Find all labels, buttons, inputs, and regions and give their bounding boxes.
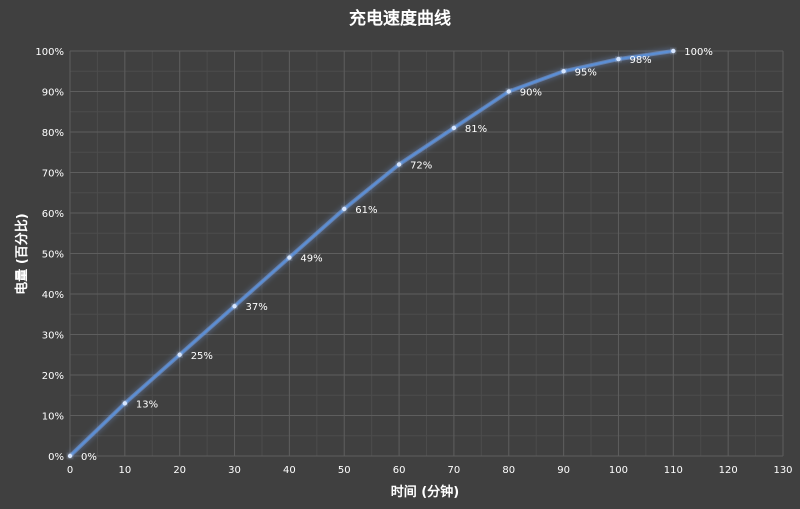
x-tick-label: 100: [609, 465, 628, 476]
series-layer: [67, 48, 676, 459]
data-point: [561, 69, 566, 74]
data-point: [122, 401, 128, 406]
x-tick-label: 130: [773, 465, 792, 476]
data-label: 37%: [246, 302, 268, 313]
data-point: [671, 48, 676, 54]
data-point: [451, 125, 457, 131]
y-tick-label: 90%: [42, 88, 64, 99]
data-label: 0%: [81, 452, 97, 463]
data-label: 25%: [191, 351, 213, 362]
data-label: 100%: [684, 47, 713, 58]
x-axis-title: 时间 (分钟): [391, 484, 459, 500]
data-label: 61%: [355, 205, 377, 216]
data-point: [67, 453, 73, 459]
data-label: 72%: [410, 160, 432, 171]
grid-lines: [69, 50, 784, 457]
y-tick-label: 30%: [42, 331, 64, 342]
x-tick-label: 60: [393, 465, 406, 476]
x-tick-label: 50: [338, 465, 351, 476]
y-tick-label: 80%: [42, 128, 64, 139]
y-tick-label: 40%: [42, 290, 64, 301]
x-tick-label: 110: [664, 465, 683, 476]
y-tick-label: 60%: [42, 209, 64, 220]
x-tick-label: 30: [228, 465, 241, 476]
data-label: 13%: [136, 399, 158, 410]
x-tick-label: 80: [502, 465, 515, 476]
y-tick-label: 0%: [48, 452, 64, 463]
data-point: [616, 56, 621, 62]
data-point: [287, 255, 292, 260]
data-label: 49%: [300, 254, 322, 265]
x-tick-label: 120: [719, 465, 738, 476]
data-label: 98%: [629, 55, 651, 66]
data-point: [396, 162, 402, 167]
data-point: [177, 352, 182, 357]
data-point: [342, 206, 347, 212]
data-label: 81%: [465, 124, 487, 135]
x-tick-label: 20: [173, 465, 186, 476]
chart-title: 充电速度曲线: [349, 8, 451, 29]
data-labels: 0% 13% 25% 37% 49% 61% 72% 81% 90% 95% 98% 100%: [81, 47, 713, 463]
data-label: 90%: [520, 88, 542, 99]
y-tick-label: 10%: [42, 412, 64, 423]
y-axis-title: 电量 (百分比): [14, 213, 30, 294]
y-tick-label: 70%: [42, 169, 64, 180]
y-tick-label: 100%: [35, 47, 64, 58]
x-tick-label: 90: [557, 465, 570, 476]
x-tick-label: 40: [283, 465, 296, 476]
y-tick-label: 20%: [42, 371, 64, 382]
axis-ticks: 0 10 20 30 40 50 60 70 80 90 100 110 120 130 0% 10% 20% 3…: [35, 47, 792, 476]
x-tick-label: 70: [448, 465, 461, 476]
data-point: [506, 89, 511, 94]
x-tick-label: 10: [118, 465, 131, 476]
series-line: [69, 50, 674, 457]
data-point: [232, 303, 237, 309]
data-label: 95%: [575, 67, 597, 78]
x-tick-label: 0: [67, 465, 73, 476]
y-tick-label: 50%: [42, 250, 64, 261]
